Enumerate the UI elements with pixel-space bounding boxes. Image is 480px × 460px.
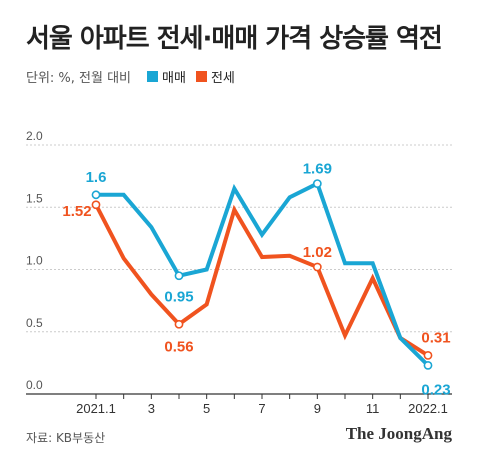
legend-swatch-sale bbox=[147, 71, 159, 82]
x-tick-label: 11 bbox=[366, 401, 380, 416]
data-point-jeonse bbox=[312, 262, 322, 272]
data-label-jeonse: 1.52 bbox=[62, 203, 91, 220]
data-point-jeonse bbox=[91, 200, 101, 210]
data-point-jeonse bbox=[174, 319, 184, 329]
legend-item-sale: 매매 bbox=[147, 67, 186, 86]
x-tick-label: 7 bbox=[258, 401, 265, 416]
data-point-sale bbox=[91, 190, 101, 200]
chart-title: 서울 아파트 전세·매매 가격 상승률 역전 bbox=[26, 24, 443, 54]
data-label-jeonse: 1.02 bbox=[303, 244, 332, 261]
legend-label-jeonse: 전세 bbox=[210, 71, 235, 86]
data-label-sale: 1.6 bbox=[86, 169, 107, 186]
source-note: 자료: KB부동산 bbox=[26, 431, 106, 445]
y-tick-label: 0.5 bbox=[26, 316, 43, 330]
data-point-sale bbox=[174, 271, 184, 281]
data-label-sale: 0.95 bbox=[164, 289, 193, 306]
unit-note: 단위: %, 전월 대비 bbox=[26, 71, 132, 86]
data-label-jeonse: 0.31 bbox=[421, 329, 450, 346]
legend-item-jeonse: 전세 bbox=[195, 67, 235, 86]
x-tick-label: 9 bbox=[314, 401, 321, 416]
y-tick-label: 1.5 bbox=[26, 191, 43, 205]
y-tick-label: 0.0 bbox=[26, 378, 43, 392]
legend-label-sale: 매매 bbox=[162, 71, 186, 86]
y-tick-label: 1.0 bbox=[26, 254, 43, 268]
brand-logo: The JoongAng bbox=[345, 424, 452, 443]
data-label-sale: 1.69 bbox=[303, 161, 332, 178]
legend: 단위: %, 전월 대비 매매 전세 bbox=[26, 67, 245, 86]
x-tick-label: 2021.1 bbox=[76, 401, 116, 416]
x-tick-label: 3 bbox=[148, 401, 155, 416]
data-label-sale: 0.23 bbox=[421, 381, 450, 398]
data-point-sale bbox=[423, 360, 433, 370]
series-line-sale bbox=[96, 180, 430, 367]
data-point-sale bbox=[312, 179, 322, 188]
legend-swatch-jeonse bbox=[195, 71, 207, 82]
x-tick-label: 2022.1 bbox=[408, 401, 448, 416]
x-tick-label: 5 bbox=[203, 401, 210, 416]
y-tick-label: 2.0 bbox=[26, 129, 43, 143]
data-label-jeonse: 0.56 bbox=[164, 338, 193, 355]
data-point-jeonse bbox=[423, 351, 433, 360]
series-line-jeonse bbox=[94, 203, 430, 358]
